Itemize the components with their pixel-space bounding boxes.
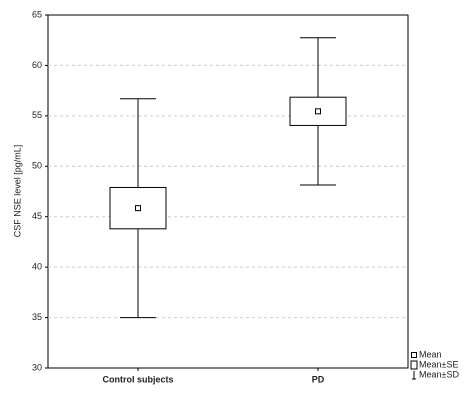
mean-marker <box>135 205 141 212</box>
legend-label: Mean±SD <box>419 369 459 379</box>
legend-symbol <box>411 352 417 358</box>
y-tick-label: 50 <box>32 161 42 171</box>
legend-label: Mean±SE <box>419 359 458 369</box>
legend-symbol <box>410 360 418 370</box>
legend-label: Mean <box>419 349 442 359</box>
y-tick-label: 40 <box>32 262 42 272</box>
mean-marker <box>315 108 321 115</box>
se-box <box>289 96 347 126</box>
y-tick-label: 65 <box>32 9 42 19</box>
plot-frame <box>47 14 409 369</box>
y-tick-label: 55 <box>32 110 42 120</box>
x-tick-label: Control subjects <box>102 374 173 384</box>
y-tick-label: 35 <box>32 312 42 322</box>
y-tick-label: 60 <box>32 60 42 70</box>
y-tick-label: 30 <box>32 362 42 372</box>
x-tick-label: PD <box>312 374 325 384</box>
y-axis-label: CSF NSE level [pg/mL] <box>12 145 22 238</box>
y-tick-label: 45 <box>32 211 42 221</box>
